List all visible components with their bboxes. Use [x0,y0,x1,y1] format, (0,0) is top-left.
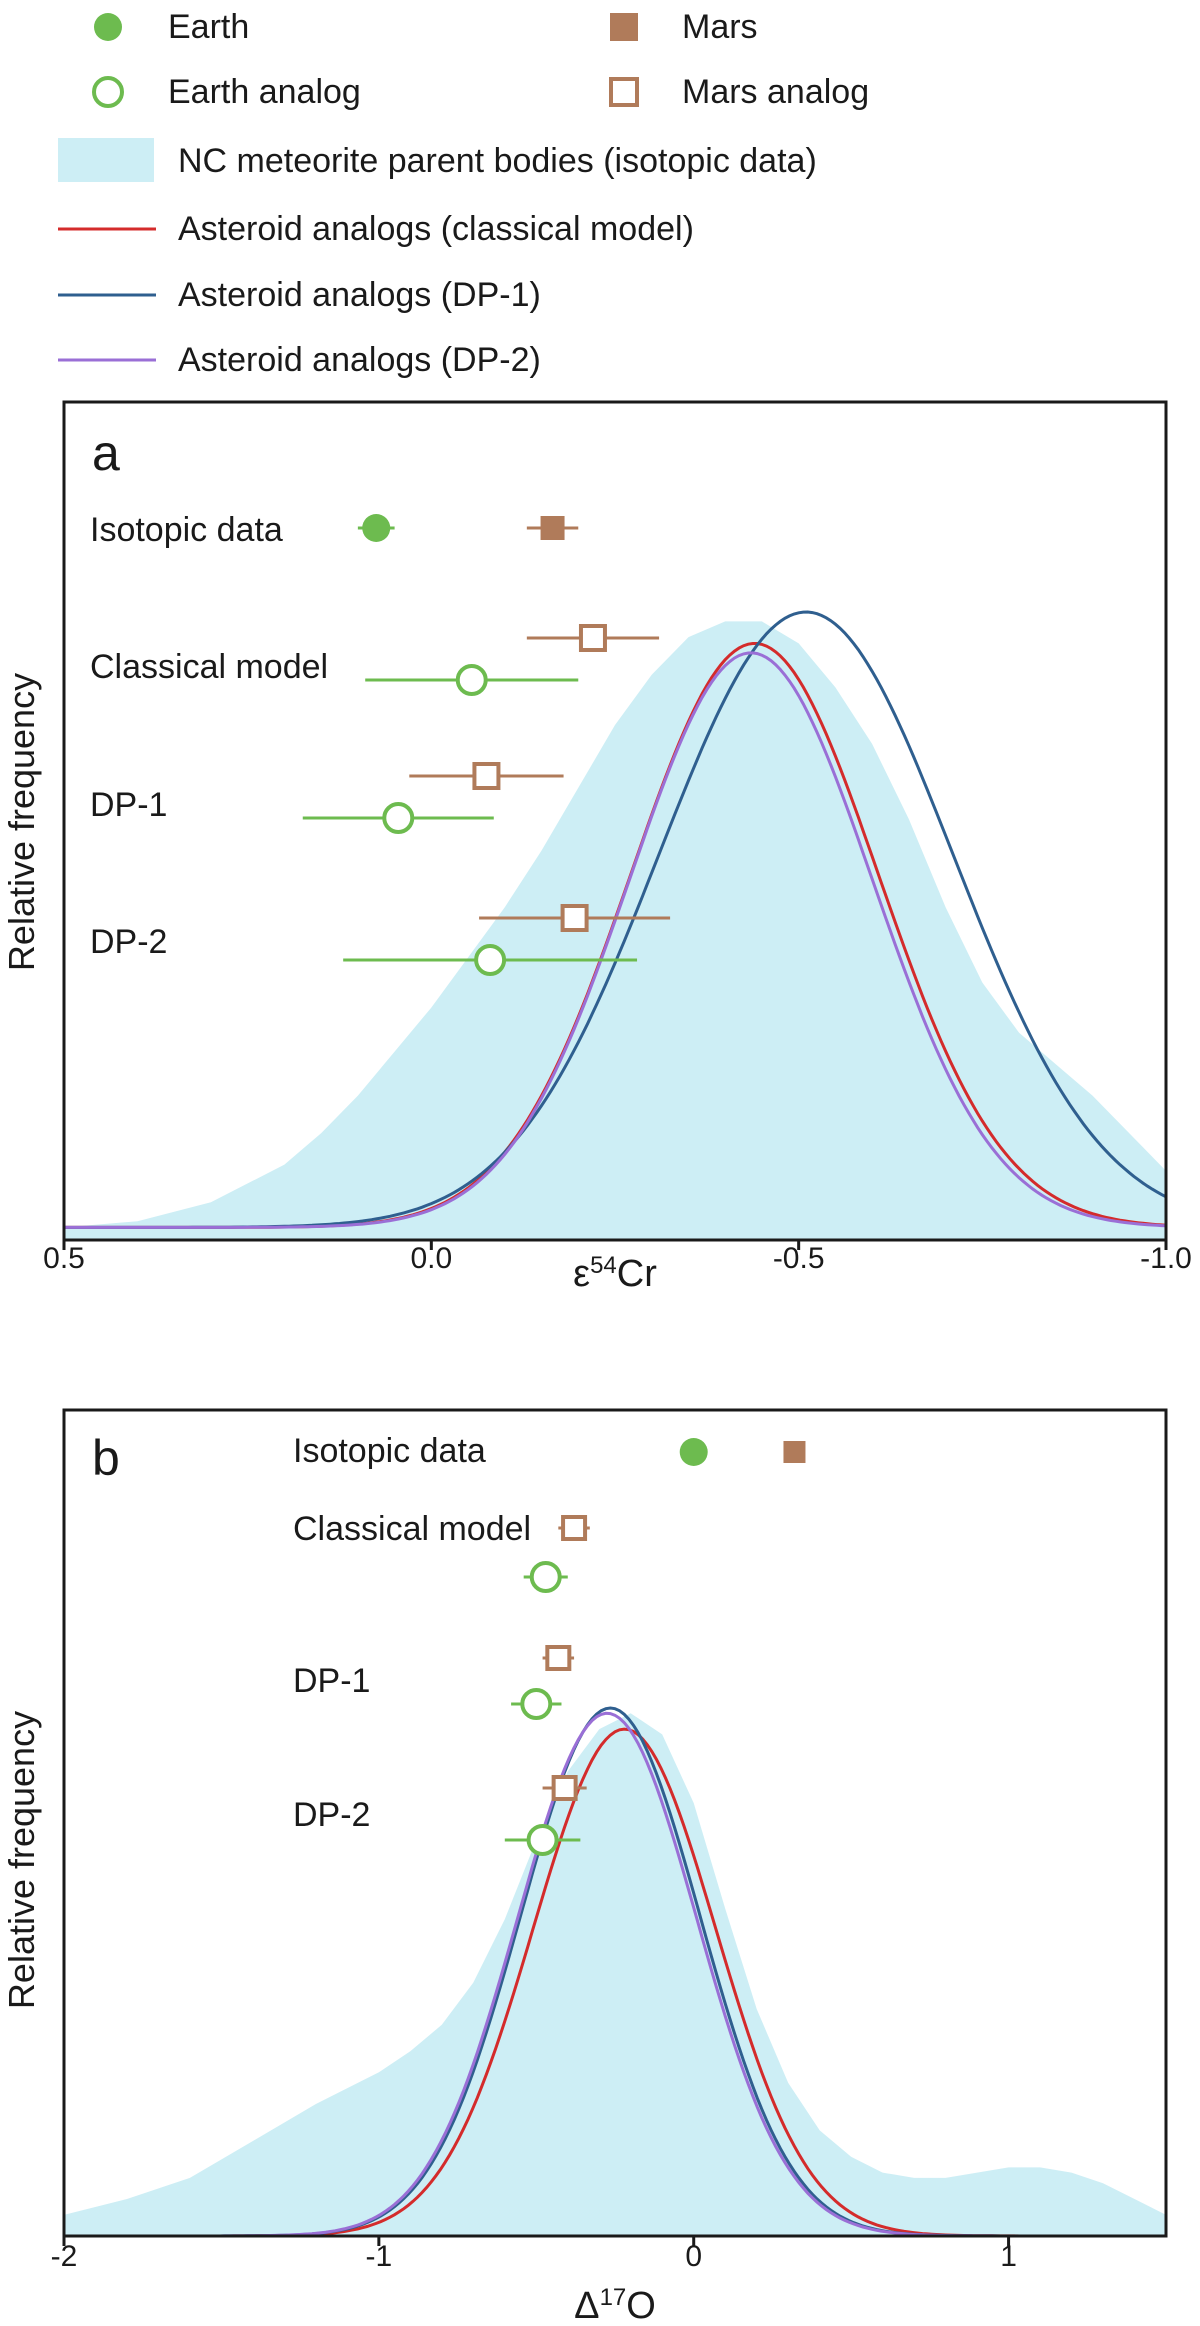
marker-mars-analog [558,1515,590,1541]
panel-a-row-label-isotopic: Isotopic data [90,511,283,549]
mars-analog-marker [561,1515,588,1541]
legend-item-mars: Mars [610,8,758,46]
legend-item-earth: Earth [94,8,249,46]
mars-analog-marker [560,904,589,932]
earth-analog-marker [526,1824,559,1856]
x-tick-label: 0 [685,2240,702,2273]
x-tick-label: -1.0 [1140,1242,1192,1275]
x-tick-label: 0.5 [43,1242,85,1275]
legend-label-dp2: Asteroid analogs (DP-2) [178,341,541,379]
earth-analog-marker [529,1561,562,1593]
marker-earth-analog [511,1688,562,1720]
panel-b-row-label-classical-text: Classical model [293,1510,531,1548]
legend-label-earth-analog: Earth analog [168,73,361,111]
panel-a-xlabel-base: ε [573,1253,590,1295]
legend-item-earth-analog: Earth analog [92,73,361,111]
mars-analog-marker [578,624,607,652]
legend-item-nc: NC meteorite parent bodies (isotopic dat… [58,138,817,182]
legend-label-dp1: Asteroid analogs (DP-1) [178,276,541,314]
marker-mars-analog [409,762,564,790]
marker-mars [526,516,579,540]
panel-a-frame [62,400,1168,1242]
panel-a-row-label-dp1: DP-1 [90,786,167,824]
panel-b-axis: -2 -1 0 1 [51,2236,1017,2273]
panel-a-ylabel: Relative frequency [1,673,42,971]
earth-analog-marker [474,944,507,976]
marker-earth-analog [343,944,638,976]
legend-label-classical: Asteroid analogs (classical model) [178,210,694,248]
legend-label-nc: NC meteorite parent bodies (isotopic dat… [178,142,817,180]
earth-marker-icon [94,13,122,41]
panel-a-letter: a [92,425,120,481]
x-tick-label: 0.0 [410,1242,452,1275]
marker-mars-analog [479,904,671,932]
panel-b-row-label-isotopic: Isotopic data [293,1432,486,1470]
nc-density-area [64,621,1166,1240]
panel-b-row-label-dp1: DP-1 [293,1662,370,1700]
panel-a-axis: 0.5 0.0 -0.5 -1.0 [43,1240,1192,1275]
panel-b-xlabel: Δ17O [574,2284,656,2326]
x-tick-label: -1 [366,2240,393,2273]
legend-label-mars: Mars [682,8,758,46]
mars-marker [540,516,565,540]
panel-b-frame [62,1408,1168,2238]
earth-marker [362,514,391,542]
nc-density-area [64,1713,1166,2236]
panel-a-xlabel: ε54Cr [573,1252,657,1296]
legend-item-dp2: Asteroid analogs (DP-2) [58,341,541,379]
legend-label-mars-analog: Mars analog [682,73,869,111]
panel-b-letter: b [92,1430,120,1486]
panel-b-xlabel-base: Δ [574,2285,599,2326]
marker-earth [357,514,395,542]
mars-analog-marker [551,1775,578,1801]
panel-b: Relative frequency b -2 -1 0 1 Δ17O Isotopi… [1,1408,1168,2326]
panel-b-row-label-dp2: DP-2 [293,1796,370,1834]
x-tick-label: -2 [51,2240,78,2273]
legend-item-mars-analog: Mars analog [609,73,869,111]
legend-item-dp1: Asteroid analogs (DP-1) [58,276,541,314]
panel-b-markers [504,1438,806,1856]
marker-mars [783,1441,806,1463]
marker-earth-analog [523,1561,568,1593]
panel-a-row-label-dp2: DP-2 [90,923,167,961]
panel-a: Relative frequency a 0.5 0.0 -0.5 -1.0 ε54C… [1,400,1192,1296]
mars-analog-marker [472,762,501,790]
x-tick-label: 1 [1000,2240,1017,2273]
panel-b-xlabel-tail: O [626,2285,656,2326]
curve-dp2 [64,651,1167,1229]
panel-b-plot-area [64,1706,1166,2238]
marker-earth-analog [365,664,579,696]
nc-swatch-icon [58,138,154,182]
panel-b-row-label-classical: Classical model [293,1510,531,1548]
earth-analog-marker [382,802,415,834]
legend: Earth Mars Earth analog Mars analog NC m… [58,8,869,379]
panel-a-plot-area [64,610,1167,1240]
earth-analog-marker [520,1688,553,1720]
panel-b-ylabel: Relative frequency [1,1711,42,2009]
panel-b-xlabel-sup: 17 [600,2284,627,2311]
panel-a-markers [302,514,671,976]
marker-earth [679,1438,708,1466]
earth-analog-marker [455,664,488,696]
marker-mars-analog [526,624,660,652]
earth-marker [679,1438,708,1466]
marker-earth-analog [302,802,494,834]
legend-item-classical: Asteroid analogs (classical model) [58,210,694,248]
marker-mars-analog [542,1645,575,1671]
mars-analog-marker-icon [609,77,639,107]
legend-label-earth: Earth [168,8,249,46]
mars-marker [783,1441,806,1463]
mars-marker-icon [610,13,638,41]
marker-mars-analog [542,1775,587,1801]
marker-earth-analog [504,1824,581,1856]
panel-a-xlabel-tail: Cr [617,1253,657,1295]
x-tick-label: -0.5 [773,1242,825,1275]
panel-a-row-label-classical: Classical model [90,648,328,686]
panel-a-xlabel-sup: 54 [590,1252,617,1279]
mars-analog-marker [545,1645,572,1671]
earth-analog-marker-icon [92,76,124,108]
